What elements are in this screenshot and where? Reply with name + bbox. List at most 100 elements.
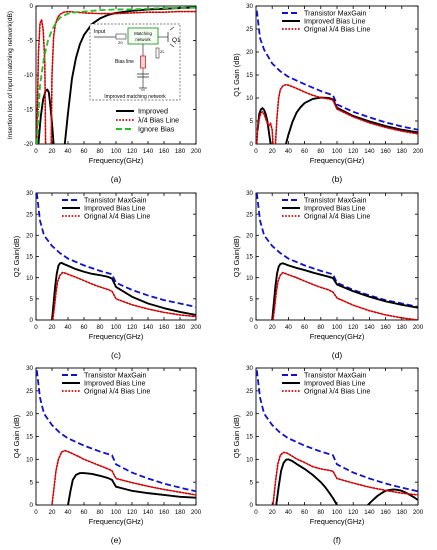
x-tick-label: 200 bbox=[413, 148, 424, 155]
legend-label: Transistor MaxGain bbox=[84, 196, 146, 205]
y-tick-label: 25 bbox=[26, 211, 33, 218]
x-tick-label: 140 bbox=[143, 324, 154, 331]
legend-label: Orignal λ/4 Bias Line bbox=[84, 212, 150, 221]
y-tick-label: 15 bbox=[246, 254, 253, 261]
y-tick-label: 10 bbox=[246, 457, 253, 464]
x-axis-label: Frequency(GHz) bbox=[89, 332, 144, 341]
inset-matching-label-1: Matching bbox=[134, 31, 152, 36]
series-line bbox=[36, 370, 196, 493]
y-tick-label: 10 bbox=[246, 275, 253, 282]
y-tick-label: 20 bbox=[26, 411, 33, 418]
x-tick-label: 80 bbox=[97, 509, 104, 516]
series-line bbox=[51, 449, 196, 505]
legend-label: Transistor MaxGain bbox=[304, 9, 366, 18]
x-tick-label: 60 bbox=[81, 148, 88, 155]
y-tick-label: -10 bbox=[24, 72, 34, 79]
y-tick-label: 25 bbox=[26, 388, 33, 395]
y-tick-label: 20 bbox=[26, 233, 33, 240]
y-tick-label: 5 bbox=[250, 118, 254, 125]
x-tick-label: 120 bbox=[127, 509, 138, 516]
series-line bbox=[256, 107, 272, 144]
x-tick-label: 40 bbox=[285, 148, 292, 155]
series-line bbox=[36, 193, 196, 308]
series-line bbox=[256, 193, 418, 308]
series-line bbox=[274, 83, 418, 144]
series-group bbox=[36, 6, 196, 144]
y-tick-label: 15 bbox=[26, 434, 33, 441]
y-axis-label: Q1 Gain (dB) bbox=[232, 53, 241, 97]
y-tick-label: 20 bbox=[246, 233, 253, 240]
y-tick-label: 0 bbox=[250, 141, 254, 148]
series-line bbox=[36, 18, 47, 144]
x-tick-label: 160 bbox=[380, 509, 391, 516]
x-tick-label: 0 bbox=[254, 324, 258, 331]
x-tick-label: 180 bbox=[397, 324, 408, 331]
inset-bias-element bbox=[140, 55, 146, 69]
y-tick-label: 5 bbox=[250, 296, 254, 303]
y-tick-label: 30 bbox=[246, 3, 253, 10]
y-tick-label: 0 bbox=[30, 317, 34, 324]
x-tick-label: 80 bbox=[317, 509, 324, 516]
y-axis-label: Q2 Gain(dB) bbox=[12, 236, 21, 278]
x-tick-label: 180 bbox=[397, 148, 408, 155]
inset-matching-label-2: network bbox=[135, 37, 151, 42]
y-tick-label: 10 bbox=[26, 275, 33, 282]
x-tick-label: 0 bbox=[34, 148, 38, 155]
y-tick-label: 5 bbox=[30, 296, 34, 303]
series-line bbox=[272, 271, 418, 320]
series-group bbox=[36, 193, 196, 320]
x-tick-label: 40 bbox=[285, 324, 292, 331]
x-tick-label: 140 bbox=[143, 509, 154, 516]
series-line bbox=[367, 488, 418, 505]
y-tick-label: 15 bbox=[246, 434, 253, 441]
y-tick-label: 0 bbox=[30, 3, 34, 10]
legend-label: Transistor MaxGain bbox=[304, 371, 366, 380]
y-tick-label: 30 bbox=[246, 190, 253, 197]
legend-label: Orignal λ/4 Bias Line bbox=[84, 387, 150, 396]
legend-label: Orignal λ/4 Bias Line bbox=[304, 25, 370, 34]
inset-q1-label: Q1 bbox=[172, 37, 181, 44]
x-tick-label: 160 bbox=[159, 148, 170, 155]
legend-label: Improved Bias Line bbox=[304, 17, 366, 26]
x-tick-label: 120 bbox=[348, 324, 359, 331]
legend-label: λ/4 Bias Line bbox=[138, 116, 179, 125]
x-tick-label: 0 bbox=[34, 509, 38, 516]
legend-label: Ignore Bias bbox=[138, 125, 175, 134]
inset-z0-label: Z0 bbox=[118, 40, 123, 45]
panel-caption: (d) bbox=[332, 350, 343, 360]
x-tick-label: 0 bbox=[254, 509, 258, 516]
x-tick-label: 20 bbox=[49, 148, 56, 155]
inset-transistor-drain bbox=[169, 26, 175, 31]
y-tick-label: 25 bbox=[246, 211, 253, 218]
x-tick-label: 60 bbox=[301, 509, 308, 516]
panel-caption: (c) bbox=[111, 350, 121, 360]
x-tick-label: 80 bbox=[317, 324, 324, 331]
x-tick-label: 200 bbox=[191, 509, 202, 516]
y-tick-label: 10 bbox=[26, 457, 33, 464]
inset-caption: Improved matching network bbox=[104, 94, 166, 100]
series-line bbox=[275, 458, 338, 505]
y-tick-label: 25 bbox=[246, 26, 253, 33]
x-tick-label: 60 bbox=[81, 324, 88, 331]
x-tick-label: 40 bbox=[65, 148, 72, 155]
series-group bbox=[256, 193, 418, 320]
y-tick-label: 15 bbox=[26, 254, 33, 261]
legend-label: Improved Bias Line bbox=[304, 204, 366, 213]
y-axis-label: Q4 Gain (dB) bbox=[12, 415, 21, 459]
x-tick-label: 200 bbox=[413, 324, 424, 331]
x-tick-label: 200 bbox=[413, 509, 424, 516]
y-tick-label: -15 bbox=[24, 107, 34, 114]
x-axis-label: Frequency(GHz) bbox=[310, 517, 365, 526]
x-tick-label: 120 bbox=[348, 509, 359, 516]
inset-zl-element bbox=[155, 47, 160, 59]
x-tick-label: 120 bbox=[127, 148, 138, 155]
inset-input-label: Input bbox=[94, 29, 106, 35]
x-tick-label: 20 bbox=[269, 509, 276, 516]
y-axis-label: Insertion loss of input matching network… bbox=[7, 11, 14, 139]
